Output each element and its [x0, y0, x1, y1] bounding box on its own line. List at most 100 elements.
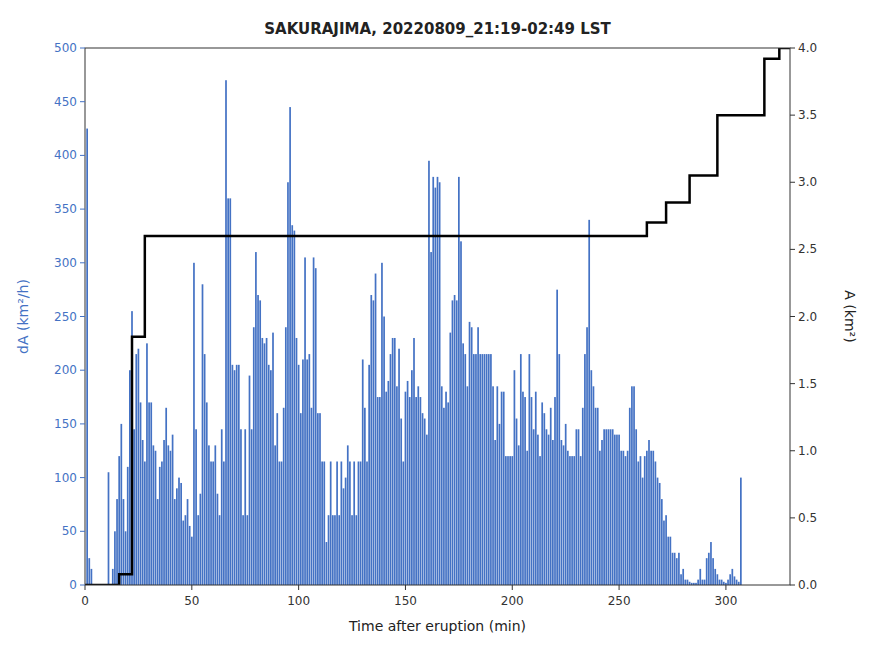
bar — [358, 461, 360, 585]
bar — [460, 241, 462, 585]
bar — [315, 268, 317, 585]
bar — [537, 435, 539, 585]
bar — [486, 354, 488, 585]
bar — [294, 231, 296, 585]
y-tick — [80, 316, 85, 317]
bar — [153, 445, 155, 585]
bar — [449, 333, 451, 585]
bar — [546, 429, 548, 585]
bar — [631, 386, 633, 585]
bar — [488, 354, 490, 585]
x-tick-label: 300 — [714, 594, 737, 608]
bar — [469, 322, 471, 585]
bar — [174, 499, 176, 585]
bar — [144, 461, 146, 585]
bar — [584, 354, 586, 585]
bar — [351, 515, 353, 585]
x-tick — [85, 585, 86, 590]
bar — [242, 515, 244, 585]
y2-tick — [790, 249, 795, 250]
y-tick-label: 250 — [54, 310, 77, 324]
bar — [341, 461, 343, 585]
bar — [313, 257, 315, 585]
bar — [170, 451, 172, 585]
y-tick — [80, 531, 85, 532]
x-tick-label: 100 — [287, 594, 310, 608]
bar — [605, 429, 607, 585]
bar — [366, 461, 368, 585]
y2-tick — [790, 316, 795, 317]
bar — [588, 220, 590, 585]
x-tick-label: 50 — [184, 594, 199, 608]
bar — [667, 537, 669, 585]
bar — [200, 494, 202, 585]
bar — [477, 327, 479, 585]
bar — [206, 402, 208, 585]
bar — [539, 456, 541, 585]
bar — [296, 338, 298, 585]
y-tick — [80, 209, 85, 210]
bar — [710, 542, 712, 585]
bar — [704, 580, 706, 585]
bar — [586, 327, 588, 585]
bar — [526, 451, 528, 585]
bar — [712, 558, 714, 585]
bar — [176, 488, 178, 585]
bar — [665, 515, 667, 585]
bar — [204, 354, 206, 585]
bar — [672, 553, 674, 585]
y-tick-label: 300 — [54, 256, 77, 270]
y-tick — [80, 48, 85, 49]
bar — [529, 354, 531, 585]
bar — [597, 408, 599, 585]
y2-tick-label: 0.0 — [798, 578, 817, 592]
bar — [719, 580, 721, 585]
x-tick-label: 250 — [608, 594, 631, 608]
bar — [279, 461, 281, 585]
x-tick — [619, 585, 620, 590]
bar — [505, 456, 507, 585]
bar — [268, 365, 270, 585]
bar — [458, 177, 460, 585]
bar — [531, 397, 533, 585]
bar — [734, 576, 736, 585]
bar — [285, 327, 287, 585]
bar — [413, 338, 415, 585]
bar — [608, 429, 610, 585]
bar — [721, 580, 723, 585]
bar — [590, 370, 592, 585]
bar — [283, 408, 285, 585]
bar — [663, 521, 665, 585]
bar — [492, 386, 494, 585]
y-tick-label: 200 — [54, 363, 77, 377]
bar — [208, 445, 210, 585]
bar — [706, 558, 708, 585]
x-tick — [512, 585, 513, 590]
bar — [578, 429, 580, 585]
bar — [441, 386, 443, 585]
bar — [270, 370, 272, 585]
bar — [437, 177, 439, 585]
bar — [91, 569, 93, 585]
bar — [332, 515, 334, 585]
bar — [595, 408, 597, 585]
bar — [396, 386, 398, 585]
bar — [640, 456, 642, 585]
bar — [210, 461, 212, 585]
bar — [195, 429, 197, 585]
bar — [360, 461, 362, 585]
y-tick-label: 100 — [54, 471, 77, 485]
bar — [251, 429, 253, 585]
bar — [490, 354, 492, 585]
bar — [411, 370, 413, 585]
bar — [172, 435, 174, 585]
bar — [614, 435, 616, 585]
bar — [345, 478, 347, 585]
y2-tick-label: 1.5 — [798, 377, 817, 391]
step-line — [85, 48, 790, 585]
bar — [522, 392, 524, 585]
bar — [548, 435, 550, 585]
bar — [308, 354, 310, 585]
y2-tick-label: 2.0 — [798, 310, 817, 324]
bar — [520, 354, 522, 585]
